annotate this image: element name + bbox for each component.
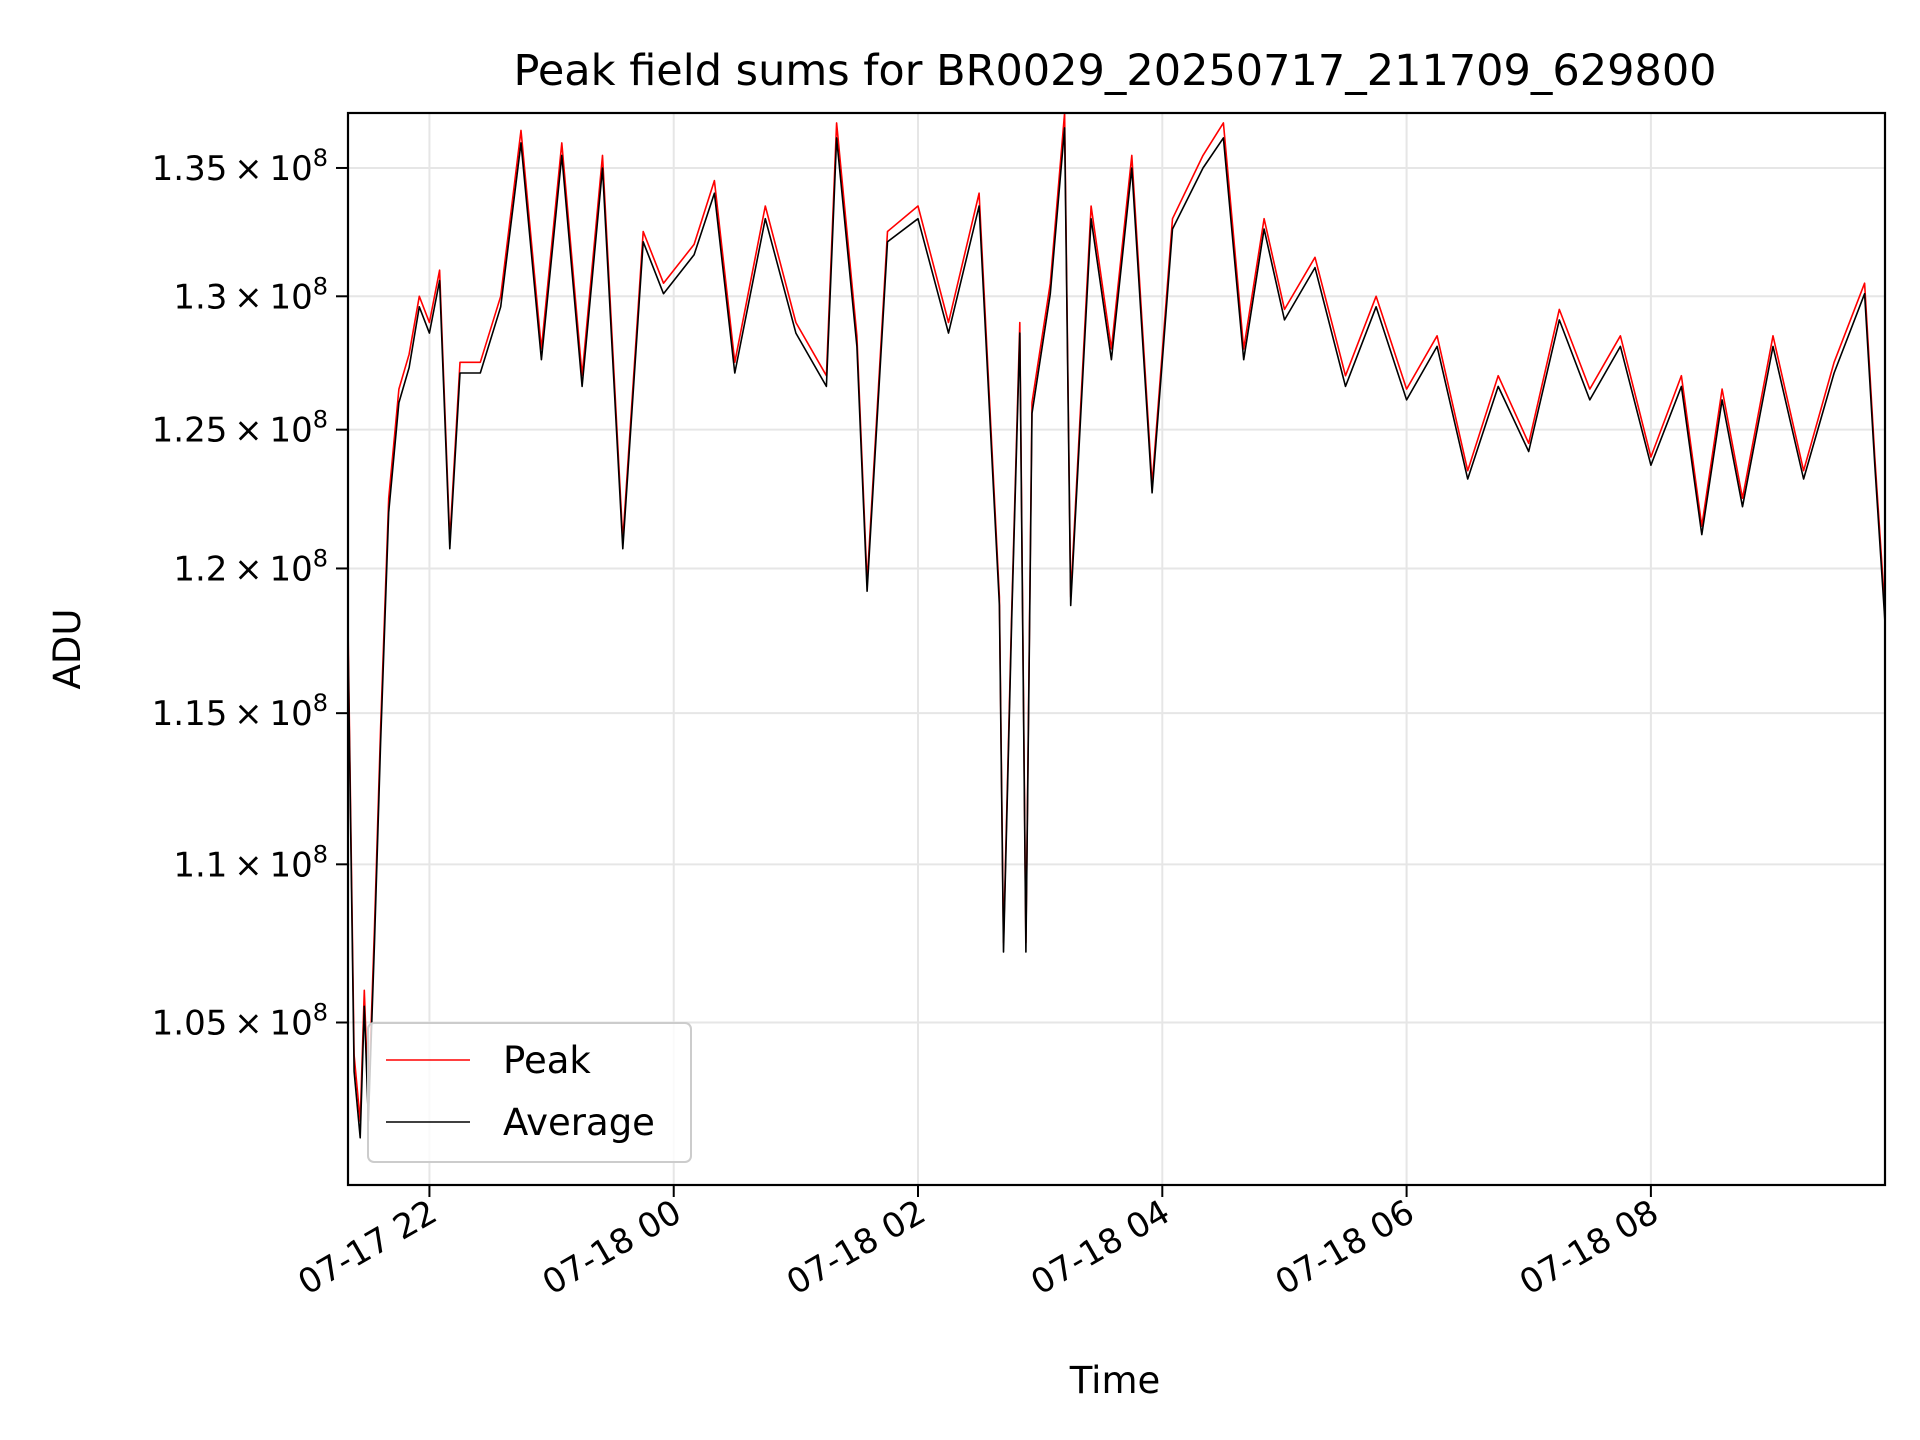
series-layer: [347, 112, 1886, 1139]
legend: Peak Average: [367, 1022, 692, 1163]
y-axis-label: ADU: [46, 609, 89, 690]
grid: [348, 113, 1885, 1185]
legend-box: [367, 1022, 692, 1163]
y-tick-label: 1.1 × 108: [173, 840, 328, 885]
y-tick-label: 1.05 × 108: [152, 998, 328, 1043]
y-tick-label: 1.25 × 108: [152, 406, 328, 451]
y-axis: 1.05 × 108 1.1 × 108 1.15 × 108 1.2 × 108 1.…: [152, 144, 348, 1043]
y-tick-label: 1.3 × 108: [173, 272, 328, 317]
y-tick-label: 1.2 × 108: [173, 544, 328, 589]
series-line-average: [347, 127, 1886, 1139]
y-tick-label: 1.15 × 108: [152, 689, 328, 734]
chart-title: Peak field sums for BR0029_20250717_2117…: [513, 46, 1716, 96]
legend-label-average: Average: [503, 1101, 655, 1144]
y-tick-label: 1.35 × 108: [152, 144, 328, 189]
legend-label-peak: Peak: [503, 1039, 591, 1082]
x-axis-label: Time: [1069, 1359, 1161, 1402]
plot-frame: [346, 111, 1887, 1187]
